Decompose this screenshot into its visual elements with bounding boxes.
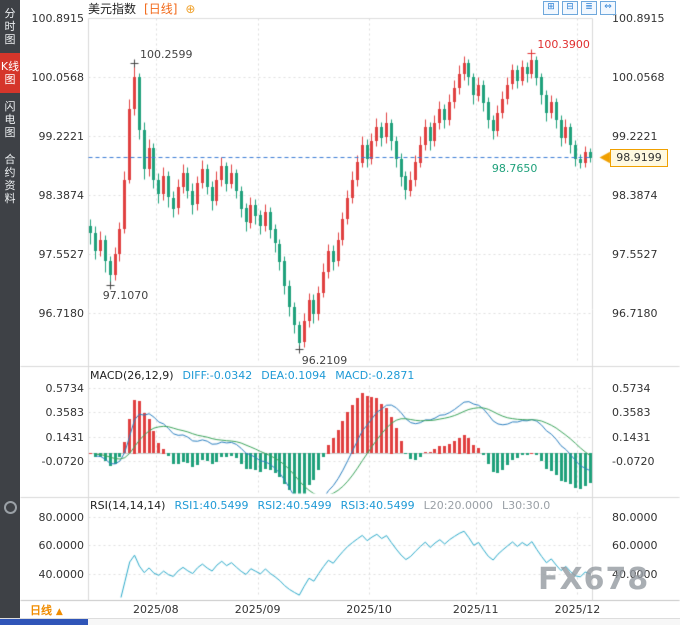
target-icon[interactable] (4, 501, 17, 514)
chart-toolbar: ⊞ ⊟ ≣ ⇔ (543, 1, 616, 15)
rsi-header: RSI(14,14,14) RSI1:40.5499 RSI2:40.5499 … (90, 499, 550, 512)
rsi1-value: RSI1:40.5499 (174, 499, 249, 512)
scrollbar-thumb[interactable] (0, 619, 88, 625)
expand-icon[interactable]: ⇔ (600, 1, 616, 15)
chart-header: 美元指数 [日线] ⊕ (88, 1, 196, 17)
sidebar-tab-3[interactable]: 闪电图 (4, 100, 16, 139)
left-tab-bar: 分时图 K线图闪电图合约资料 (0, 0, 20, 618)
current-price-value: 98.9199 (616, 151, 662, 165)
layout-quad-icon[interactable]: ⊞ (543, 1, 559, 15)
sidebar-tab-4[interactable]: 合约资料 (4, 153, 16, 205)
symbol-title: 美元指数 (88, 2, 137, 16)
macd-header: MACD(26,12,9) DIFF:-0.0342 DEA:0.1094 MA… (90, 369, 414, 382)
horizontal-scrollbar[interactable] (0, 618, 680, 625)
sidebar-tab-2[interactable]: K线图 (0, 53, 20, 93)
macd-title[interactable]: MACD(26,12,9) (90, 369, 174, 382)
add-overlay-icon[interactable]: ⊕ (185, 1, 196, 16)
layout-rows-icon[interactable]: ≣ (581, 1, 597, 15)
sidebar-tab-1[interactable]: 分时图 (4, 7, 16, 46)
macd-diff-value: DIFF:-0.0342 (182, 369, 253, 382)
macd-dea-value: DEA:0.1094 (261, 369, 327, 382)
rsi2-value: RSI2:40.5499 (257, 499, 332, 512)
macd-bar-value: MACD:-0.2871 (335, 369, 415, 382)
period-tag[interactable]: [日线] (144, 2, 178, 16)
period-selector[interactable]: 日线 ▲ (30, 602, 63, 618)
layout-dual-icon[interactable]: ⊟ (562, 1, 578, 15)
rsi-title[interactable]: RSI(14,14,14) (90, 499, 166, 512)
chevron-up-icon: ▲ (55, 607, 63, 617)
rsi-l30-value: L30:30.0 (501, 499, 551, 512)
rsi3-value: RSI3:40.5499 (340, 499, 415, 512)
watermark-logo: FX678 (538, 562, 650, 597)
current-price-box: 98.9199 (610, 149, 668, 168)
period-selector-label: 日线 (30, 604, 52, 617)
rsi-l20-value: L20:20.0000 (423, 499, 493, 512)
